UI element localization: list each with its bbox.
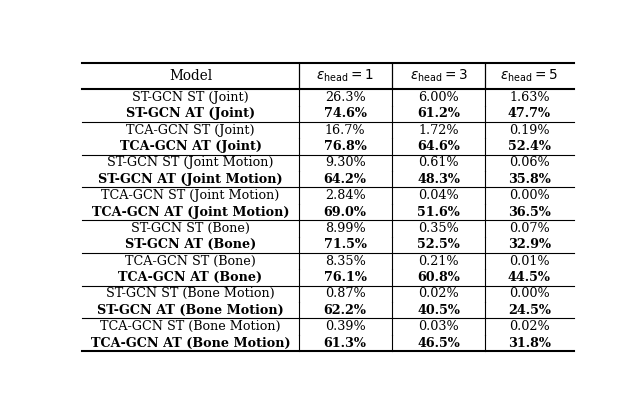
- Text: 0.19%: 0.19%: [509, 124, 550, 137]
- Text: $\epsilon_{\rm head} = 3$: $\epsilon_{\rm head} = 3$: [410, 68, 467, 84]
- Text: 51.6%: 51.6%: [417, 206, 460, 219]
- Text: 8.35%: 8.35%: [324, 255, 365, 268]
- Text: 40.5%: 40.5%: [417, 304, 460, 317]
- Text: TCA-GCN ST (Joint Motion): TCA-GCN ST (Joint Motion): [101, 189, 280, 202]
- Text: ST-GCN ST (Bone Motion): ST-GCN ST (Bone Motion): [106, 287, 275, 300]
- Text: 62.2%: 62.2%: [324, 304, 367, 317]
- Text: Model: Model: [169, 69, 212, 83]
- Text: 24.5%: 24.5%: [508, 304, 551, 317]
- Text: 31.8%: 31.8%: [508, 337, 551, 349]
- Text: 0.39%: 0.39%: [325, 320, 365, 333]
- Text: 61.2%: 61.2%: [417, 107, 460, 120]
- Text: 44.5%: 44.5%: [508, 271, 551, 284]
- Text: ST-GCN AT (Joint): ST-GCN AT (Joint): [126, 107, 255, 120]
- Text: 64.2%: 64.2%: [324, 173, 367, 186]
- Text: 61.3%: 61.3%: [324, 337, 367, 349]
- Text: ST-GCN ST (Joint Motion): ST-GCN ST (Joint Motion): [108, 156, 274, 169]
- Text: 0.35%: 0.35%: [418, 222, 459, 235]
- Text: 64.6%: 64.6%: [417, 140, 460, 153]
- Text: 76.8%: 76.8%: [324, 140, 367, 153]
- Text: TCA-GCN AT (Bone): TCA-GCN AT (Bone): [118, 271, 262, 284]
- Text: 9.30%: 9.30%: [325, 156, 365, 169]
- Text: 36.5%: 36.5%: [508, 206, 550, 219]
- Text: 1.63%: 1.63%: [509, 91, 550, 104]
- Text: ST-GCN AT (Bone): ST-GCN AT (Bone): [125, 238, 256, 251]
- Text: $\epsilon_{\rm head} = 1$: $\epsilon_{\rm head} = 1$: [316, 68, 374, 84]
- Text: TCA-GCN ST (Bone Motion): TCA-GCN ST (Bone Motion): [100, 320, 281, 333]
- Text: 0.01%: 0.01%: [509, 255, 550, 268]
- Text: 8.99%: 8.99%: [325, 222, 365, 235]
- Text: 0.02%: 0.02%: [509, 320, 550, 333]
- Text: 0.04%: 0.04%: [418, 189, 459, 202]
- Text: 0.06%: 0.06%: [509, 156, 550, 169]
- Text: 32.9%: 32.9%: [508, 238, 551, 251]
- Text: 0.21%: 0.21%: [418, 255, 459, 268]
- Text: 0.00%: 0.00%: [509, 189, 550, 202]
- Text: 69.0%: 69.0%: [324, 206, 367, 219]
- Text: 71.5%: 71.5%: [324, 238, 367, 251]
- Text: $\epsilon_{\rm head} = 5$: $\epsilon_{\rm head} = 5$: [500, 68, 558, 84]
- Text: TCA-GCN AT (Joint Motion): TCA-GCN AT (Joint Motion): [92, 206, 289, 219]
- Text: 0.02%: 0.02%: [418, 287, 459, 300]
- Text: ST-GCN ST (Joint): ST-GCN ST (Joint): [132, 91, 249, 104]
- Text: 1.72%: 1.72%: [418, 124, 459, 137]
- Text: 76.1%: 76.1%: [324, 271, 367, 284]
- Text: 52.5%: 52.5%: [417, 238, 460, 251]
- Text: TCA-GCN ST (Joint): TCA-GCN ST (Joint): [126, 124, 255, 137]
- Text: TCA-GCN AT (Bone Motion): TCA-GCN AT (Bone Motion): [91, 337, 291, 349]
- Text: ST-GCN AT (Joint Motion): ST-GCN AT (Joint Motion): [98, 173, 283, 186]
- Text: 0.03%: 0.03%: [418, 320, 459, 333]
- Text: 74.6%: 74.6%: [324, 107, 367, 120]
- Text: 6.00%: 6.00%: [418, 91, 459, 104]
- Text: 0.00%: 0.00%: [509, 287, 550, 300]
- Text: TCA-GCN AT (Joint): TCA-GCN AT (Joint): [120, 140, 262, 153]
- Text: 26.3%: 26.3%: [325, 91, 365, 104]
- Text: 16.7%: 16.7%: [325, 124, 365, 137]
- Text: 47.7%: 47.7%: [508, 107, 551, 120]
- Text: 48.3%: 48.3%: [417, 173, 460, 186]
- Text: ST-GCN AT (Bone Motion): ST-GCN AT (Bone Motion): [97, 304, 284, 317]
- Text: 52.4%: 52.4%: [508, 140, 551, 153]
- Text: TCA-GCN ST (Bone): TCA-GCN ST (Bone): [125, 255, 256, 268]
- Text: 2.84%: 2.84%: [325, 189, 365, 202]
- Text: 46.5%: 46.5%: [417, 337, 460, 349]
- Text: 0.87%: 0.87%: [325, 287, 365, 300]
- Text: ST-GCN ST (Bone): ST-GCN ST (Bone): [131, 222, 250, 235]
- Text: 0.61%: 0.61%: [418, 156, 459, 169]
- Text: 35.8%: 35.8%: [508, 173, 550, 186]
- Text: 0.07%: 0.07%: [509, 222, 550, 235]
- Text: 60.8%: 60.8%: [417, 271, 460, 284]
